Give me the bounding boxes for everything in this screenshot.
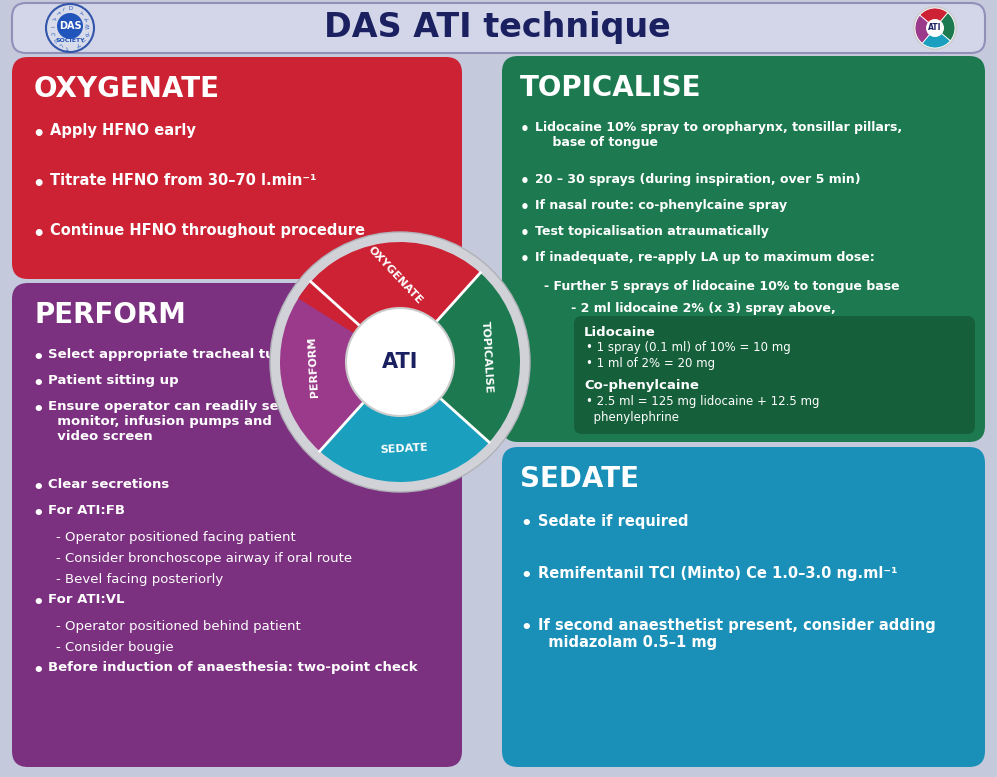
Text: •: • (32, 225, 45, 244)
Text: - Bevel facing posteriorly: - Bevel facing posteriorly (56, 573, 223, 586)
Text: •: • (520, 567, 531, 585)
Circle shape (46, 4, 94, 52)
Text: L: L (58, 41, 63, 47)
Circle shape (926, 19, 944, 37)
Text: A: A (84, 17, 90, 23)
Text: Ensure operator can readily see patient
  monitor, infusion pumps and
  video sc: Ensure operator can readily see patient … (48, 400, 346, 443)
Text: Y: Y (80, 11, 86, 17)
Text: •: • (520, 619, 531, 637)
Wedge shape (935, 12, 955, 41)
Text: TOPICALISE: TOPICALISE (520, 74, 702, 102)
FancyBboxPatch shape (502, 56, 985, 442)
Text: •: • (520, 174, 529, 189)
Text: Before induction of anaesthesia: two-point check: Before induction of anaesthesia: two-poi… (48, 661, 418, 674)
Circle shape (913, 6, 957, 50)
Text: 20 – 30 sprays (during inspiration, over 5 min): 20 – 30 sprays (during inspiration, over… (535, 173, 860, 186)
Wedge shape (922, 28, 950, 48)
Text: C: C (49, 31, 55, 36)
Text: Clear secretions: Clear secretions (48, 478, 169, 491)
Text: - Operator positioned behind patient: - Operator positioned behind patient (56, 620, 301, 633)
Circle shape (346, 308, 454, 416)
Text: I: I (83, 37, 88, 41)
Text: Co-phenylcaine: Co-phenylcaine (584, 379, 699, 392)
Text: - Operator positioned facing patient: - Operator positioned facing patient (56, 531, 296, 544)
Text: PERFORM: PERFORM (307, 336, 320, 397)
Text: W: W (86, 23, 92, 29)
Text: •: • (32, 125, 45, 144)
Text: Patient sitting up: Patient sitting up (48, 374, 178, 387)
Text: R: R (86, 31, 91, 36)
Text: •: • (520, 226, 529, 241)
Text: - Consider bronchoscope airway if oral route: - Consider bronchoscope airway if oral r… (56, 552, 352, 565)
Text: If inadequate, re-apply LA up to maximum dose:: If inadequate, re-apply LA up to maximum… (535, 251, 874, 264)
Text: Lidocaine: Lidocaine (584, 326, 656, 339)
Text: Continue HFNO throughout procedure: Continue HFNO throughout procedure (50, 223, 365, 238)
Text: •: • (520, 122, 529, 137)
Text: Lidocaine 10% spray to oropharynx, tonsillar pillars,
    base of tongue: Lidocaine 10% spray to oropharynx, tonsi… (535, 121, 902, 149)
Text: •: • (32, 479, 44, 497)
Text: • 1 ml of 2% = 20 mg: • 1 ml of 2% = 20 mg (586, 357, 715, 371)
FancyBboxPatch shape (502, 447, 985, 767)
Text: F: F (50, 17, 56, 22)
Wedge shape (298, 242, 481, 362)
Text: SEDATE: SEDATE (380, 442, 429, 455)
FancyBboxPatch shape (574, 316, 975, 434)
Text: DAS ATI technique: DAS ATI technique (324, 12, 670, 44)
Text: •: • (520, 252, 529, 267)
FancyBboxPatch shape (12, 283, 462, 767)
Text: ATI: ATI (928, 23, 942, 33)
Text: Select appropriate tracheal tube: Select appropriate tracheal tube (48, 348, 293, 361)
Text: PERFORM: PERFORM (34, 301, 185, 329)
FancyBboxPatch shape (12, 3, 985, 53)
Text: I: I (49, 26, 54, 27)
Text: •: • (32, 401, 44, 419)
Text: SOCIETY: SOCIETY (55, 37, 85, 43)
Text: Sedate if required: Sedate if required (538, 514, 689, 529)
Text: •: • (520, 200, 529, 215)
Text: Remifentanil TCI (Minto) Ce 1.0–3.0 ng.ml⁻¹: Remifentanil TCI (Minto) Ce 1.0–3.0 ng.m… (538, 566, 897, 581)
Text: •: • (32, 375, 44, 393)
Text: I: I (62, 8, 65, 13)
Text: SEDATE: SEDATE (520, 465, 639, 493)
Text: •: • (32, 662, 44, 680)
Wedge shape (919, 8, 948, 28)
Text: •: • (32, 594, 44, 612)
Circle shape (270, 232, 530, 492)
Text: •: • (32, 349, 44, 367)
FancyBboxPatch shape (12, 57, 462, 279)
Wedge shape (915, 15, 935, 44)
Text: For ATI:FB: For ATI:FB (48, 504, 125, 517)
Text: • 2.5 ml = 125 mg lidocaine + 12.5 mg: • 2.5 ml = 125 mg lidocaine + 12.5 mg (586, 395, 820, 409)
Text: If second anaesthetist present, consider adding
  midazolam 0.5–1 mg: If second anaesthetist present, consider… (538, 618, 936, 650)
Text: U: U (52, 37, 58, 43)
Text: •: • (32, 175, 45, 194)
Text: OXYGENATE: OXYGENATE (34, 75, 220, 103)
Text: ATI: ATI (382, 352, 418, 372)
Wedge shape (280, 282, 400, 451)
Text: - Further 5 sprays of lidocaine 10% to tongue base: - Further 5 sprays of lidocaine 10% to t… (544, 280, 899, 293)
Text: - Consider bougie: - Consider bougie (56, 641, 173, 654)
Text: •: • (32, 505, 44, 523)
Wedge shape (400, 273, 520, 442)
Text: Titrate HFNO from 30–70 l.min⁻¹: Titrate HFNO from 30–70 l.min⁻¹ (50, 173, 317, 188)
Text: OXYGENATE: OXYGENATE (366, 245, 425, 306)
Text: If nasal route: co-phenylcaine spray: If nasal route: co-phenylcaine spray (535, 199, 787, 212)
Text: • 1 spray (0.1 ml) of 10% = 10 mg: • 1 spray (0.1 ml) of 10% = 10 mg (586, 342, 791, 354)
Text: F: F (55, 11, 60, 17)
Text: D: D (68, 6, 72, 12)
Text: •: • (520, 515, 531, 533)
Text: phenylephrine: phenylephrine (586, 410, 679, 423)
Text: TOPICALISE: TOPICALISE (480, 321, 494, 394)
Text: Test topicalisation atraumatically: Test topicalisation atraumatically (535, 225, 769, 238)
Text: - 2 ml lidocaine 2% (x 3) spray above,
     at and below vocal cords via epidura: - 2 ml lidocaine 2% (x 3) spray above, a… (558, 302, 841, 360)
Wedge shape (320, 362, 490, 482)
Text: T: T (65, 44, 69, 50)
Text: DAS: DAS (59, 21, 82, 31)
Circle shape (57, 13, 83, 39)
Text: A: A (77, 41, 83, 47)
Text: For ATI:VL: For ATI:VL (48, 593, 125, 606)
Text: Apply HFNO early: Apply HFNO early (50, 123, 195, 138)
